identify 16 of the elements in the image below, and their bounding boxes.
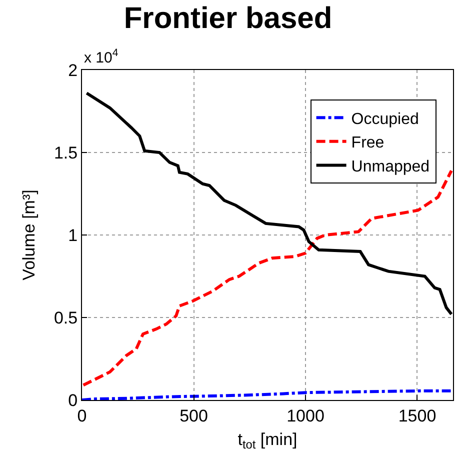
legend-label: Occupied — [351, 110, 419, 128]
x-axis-title: t$_{tot}$ [min] — [238, 430, 298, 452]
x-tick-label: 500 — [180, 406, 208, 426]
x-tick-label: 1500 — [398, 406, 436, 426]
y-tick-label: 2 — [68, 60, 78, 80]
y-tick-label: 1 — [68, 226, 78, 245]
chart-title: Frontier based — [124, 2, 332, 35]
line-series — [82, 389, 452, 400]
x-tick-label: 1000 — [286, 406, 324, 426]
y-axis-title: Volume [m³] — [20, 190, 39, 280]
y-tick-label: 0.5 — [54, 308, 78, 328]
legend-label: Unmapped — [351, 158, 430, 176]
text: x 10$^{4}$ — [84, 47, 118, 66]
y-tick-label: 0 — [68, 390, 78, 410]
legend-label: Free — [351, 134, 384, 152]
y-tick-label: 1.5 — [54, 143, 78, 162]
